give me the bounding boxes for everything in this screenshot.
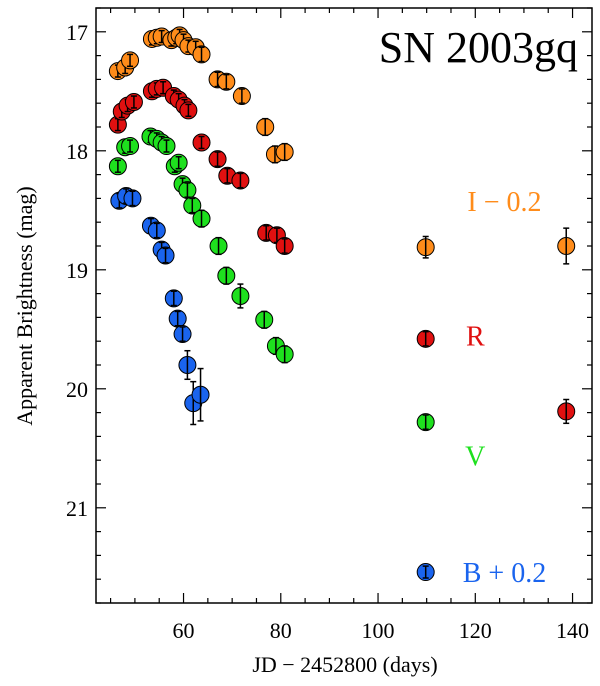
series-label: V (465, 441, 485, 472)
series-group: B + 0.2 (110, 187, 546, 589)
axis-ticks: 60 80 100 120 140 17 18 19 20 21 (66, 7, 592, 643)
y-tick-label: 20 (66, 377, 88, 402)
y-tick-label: 21 (66, 496, 88, 521)
plot-frame (95, 7, 593, 604)
x-tick-label: 80 (270, 618, 292, 643)
x-tick-label: 60 (173, 618, 195, 643)
series-group: R (108, 78, 576, 425)
x-tick-label: 100 (362, 618, 395, 643)
y-tick-label: 19 (66, 258, 88, 283)
x-tick-label: 120 (459, 618, 492, 643)
series-label: B + 0.2 (463, 558, 546, 589)
x-tick-label: 140 (556, 618, 589, 643)
series-group: I − 0.2 (108, 26, 576, 265)
y-tick-label: 18 (66, 139, 88, 164)
series-label: R (466, 321, 485, 352)
series-label: I − 0.2 (467, 187, 541, 218)
y-axis-title: Apparent Brightness (mag) (12, 186, 37, 426)
x-axis-title: JD − 2452800 (days) (252, 652, 437, 677)
series-group: V (108, 127, 485, 472)
data-marks: I − 0.2 R V B + 0.2 (108, 26, 576, 589)
y-tick-label: 17 (66, 20, 88, 45)
chart-title: SN 2003gq (379, 23, 578, 72)
